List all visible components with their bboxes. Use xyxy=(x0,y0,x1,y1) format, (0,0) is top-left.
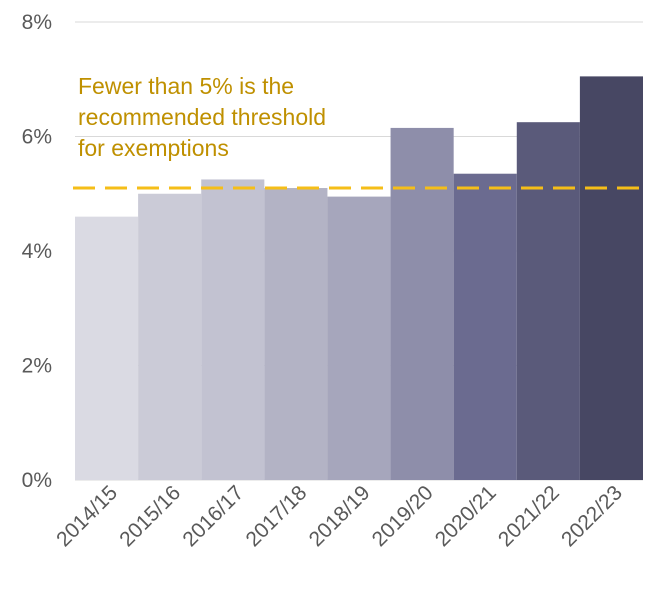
annotation-text: recommended threshold xyxy=(78,104,326,130)
y-tick-label: 4% xyxy=(22,240,52,263)
y-axis-tick-labels: 0% 2% 4% 6% 8% xyxy=(22,11,52,492)
y-tick-label: 2% xyxy=(22,355,52,378)
y-tick-label: 8% xyxy=(22,11,52,34)
y-tick-label: 6% xyxy=(22,126,52,149)
bar xyxy=(75,216,139,480)
bar xyxy=(264,188,328,480)
bar xyxy=(138,193,202,480)
bars xyxy=(75,76,643,481)
x-tick-label: 2021/22 xyxy=(494,481,564,551)
x-tick-label: 2022/23 xyxy=(557,481,627,551)
x-tick-label: 2014/15 xyxy=(52,481,122,551)
x-tick-label: 2020/21 xyxy=(431,481,501,551)
annotation-text: for exemptions xyxy=(78,135,229,161)
bar xyxy=(327,196,391,481)
x-tick-label: 2018/19 xyxy=(305,481,375,551)
bar xyxy=(201,179,265,480)
x-axis-tick-labels: 2014/152015/162016/172017/182018/192019/… xyxy=(52,481,627,551)
x-tick-label: 2017/18 xyxy=(241,481,311,551)
annotation-text: Fewer than 5% is the xyxy=(78,73,294,99)
bar xyxy=(390,127,454,480)
bar xyxy=(516,122,580,480)
x-tick-label: 2015/16 xyxy=(115,481,185,551)
threshold-annotation: Fewer than 5% is the recommended threshol… xyxy=(78,73,326,161)
y-tick-label: 0% xyxy=(22,469,52,492)
x-tick-label: 2016/17 xyxy=(178,481,248,551)
x-tick-label: 2019/20 xyxy=(368,481,438,551)
bar xyxy=(579,76,643,480)
bar xyxy=(453,173,517,480)
